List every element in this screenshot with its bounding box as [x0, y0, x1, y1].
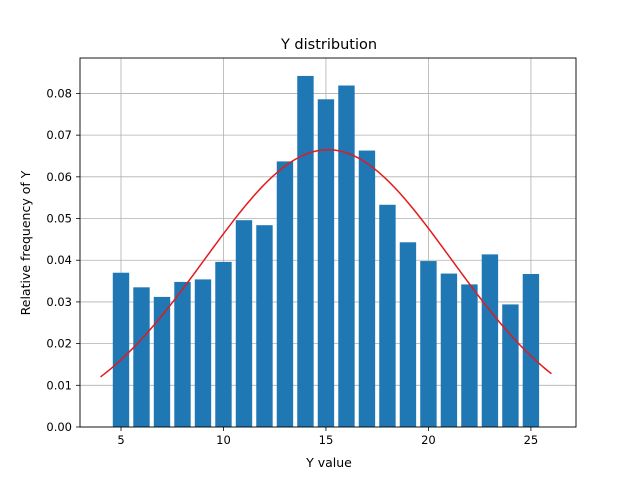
bar — [194, 279, 212, 427]
y-tick-label: 0.06 — [46, 170, 72, 184]
y-tick-label: 0.00 — [46, 420, 72, 434]
x-axis-label: Y value — [305, 455, 352, 470]
bar — [235, 220, 253, 427]
x-tick-label: 20 — [421, 433, 436, 447]
bar — [461, 284, 478, 427]
bar — [133, 287, 150, 427]
y-axis-ticks: 0.00 0.01 0.02 0.03 0.04 0.05 0.06 0.07 0.08 — [46, 86, 80, 434]
bars — [112, 75, 540, 428]
y-tick-label: 0.02 — [46, 337, 72, 351]
x-tick-label: 5 — [117, 433, 124, 447]
chart-title: Y distribution — [280, 37, 377, 53]
bar — [215, 261, 232, 427]
bar — [481, 254, 499, 427]
bar — [379, 204, 396, 427]
x-axis-ticks: 5 10 15 20 25 — [117, 427, 538, 447]
y-tick-label: 0.05 — [46, 212, 72, 226]
bar — [522, 273, 540, 427]
bar — [420, 261, 437, 427]
bar — [358, 150, 376, 427]
plot-frame — [79, 57, 577, 428]
x-tick-label: 25 — [524, 433, 539, 447]
bar — [276, 161, 294, 428]
y-tick-label: 0.08 — [46, 86, 72, 100]
y-axis-label: Relative frequency of Y — [18, 170, 33, 315]
bar — [399, 242, 417, 427]
bar — [338, 85, 355, 427]
y-tick-label: 0.04 — [46, 253, 72, 267]
bar — [112, 272, 130, 427]
y-tick-label: 0.07 — [46, 128, 72, 142]
y-tick-label: 0.01 — [46, 378, 72, 392]
bar — [256, 225, 273, 427]
x-tick-label: 10 — [216, 433, 231, 447]
bar — [317, 99, 335, 428]
fit-curve — [100, 148, 552, 378]
bar — [440, 273, 458, 427]
bar — [502, 304, 519, 427]
y-tick-label: 0.03 — [46, 295, 72, 309]
bar — [174, 281, 191, 427]
bar — [297, 75, 314, 428]
bar — [153, 296, 171, 427]
x-tick-label: 15 — [319, 433, 334, 447]
